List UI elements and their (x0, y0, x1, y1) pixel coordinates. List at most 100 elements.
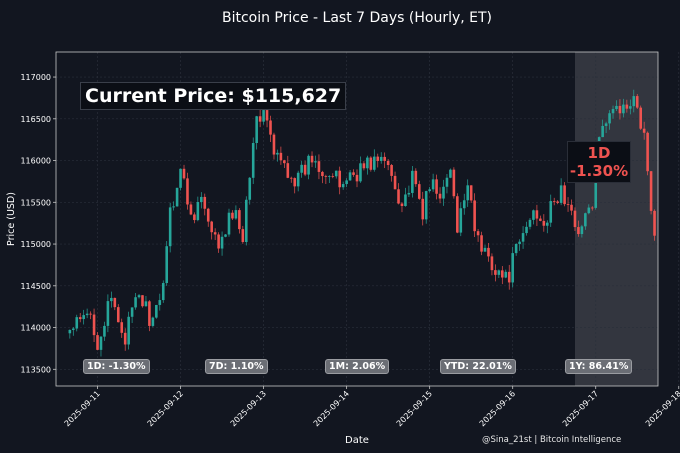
current-price-label: Current Price: $115,627 (80, 82, 347, 110)
y-tick-label: 114500 (20, 282, 51, 291)
candle-up (262, 110, 265, 122)
candle-up (348, 172, 352, 181)
candle-up (296, 172, 300, 187)
candle-up (521, 233, 525, 242)
candle-down (241, 229, 245, 242)
candle-down (539, 218, 542, 221)
candle-down (120, 322, 124, 333)
candle-up (255, 116, 258, 144)
candle-up (504, 271, 508, 278)
candle-down (642, 128, 646, 133)
candle-up (75, 317, 79, 329)
candle-down (573, 210, 577, 228)
candle-down (310, 155, 314, 163)
candle-up (407, 192, 411, 195)
candle-up (103, 325, 106, 337)
candle-down (331, 176, 335, 178)
candle-up (127, 316, 130, 345)
candle-up (459, 208, 463, 233)
candle-up (158, 300, 162, 305)
candle-up (580, 226, 584, 235)
candle-up (615, 105, 618, 110)
x-tick-label: 2025-09-16 (478, 389, 517, 428)
watermark: @Sina_21st | Bitcoin Intelligence (482, 435, 622, 445)
candle-up (68, 329, 72, 334)
candle-up (594, 168, 598, 208)
perf-badge-1m: 1M: 2.06% (325, 359, 390, 374)
candle-down (116, 307, 120, 323)
candle-up (234, 210, 238, 219)
candle-up (251, 143, 255, 178)
candle-up (248, 177, 252, 200)
candle-up (431, 179, 435, 190)
candle-down (577, 227, 580, 235)
candle-up (559, 185, 563, 203)
candle-up (545, 222, 549, 226)
daily-change-box: 1D -1.30% (567, 141, 631, 183)
y-tick-label: 116000 (20, 157, 51, 166)
candle-down (570, 204, 573, 211)
x-tick-label: 2025-09-18 (644, 389, 680, 428)
candle-up (345, 180, 348, 185)
x-tick-label: 2025-09-12 (146, 389, 185, 428)
candle-down (279, 152, 283, 161)
candle-up (497, 270, 501, 275)
candle-down (476, 231, 480, 236)
candle-down (452, 169, 456, 197)
x-tick-label: 2025-09-14 (312, 389, 351, 428)
candle-down (113, 297, 117, 308)
candle-down (206, 208, 210, 222)
candle-down (386, 160, 390, 166)
candle-down (369, 157, 373, 170)
x-tick-label: 2025-09-17 (561, 389, 600, 428)
candle-down (639, 107, 642, 129)
candle-up (328, 176, 331, 178)
y-tick-label: 115500 (20, 198, 51, 207)
chart-title: Bitcoin Price - Last 7 Days (Hourly, ET) (222, 10, 492, 26)
candle-down (362, 163, 366, 169)
plot-frame (55, 51, 659, 387)
candle-down (193, 214, 196, 221)
candle-down (393, 175, 397, 190)
candle-up (511, 253, 514, 283)
candle-down (303, 164, 307, 175)
candle-down (182, 168, 186, 179)
y-tick-label: 116500 (20, 115, 51, 124)
candle-up (179, 168, 182, 188)
candle-down (438, 193, 442, 199)
candle-up (411, 170, 414, 193)
candle-down (269, 120, 272, 135)
candle-down (293, 178, 297, 187)
candle-up (532, 210, 535, 220)
candle-down (456, 196, 459, 233)
candle-up (110, 297, 113, 302)
candle-down (186, 178, 189, 205)
candle-down (355, 174, 359, 182)
x-tick-label: 2025-09-11 (63, 389, 102, 428)
candle-down (390, 165, 393, 176)
change-value: -1.30% (569, 162, 629, 180)
candle-up (622, 104, 625, 114)
candle-up (168, 207, 172, 247)
candle-down (352, 172, 355, 175)
candle-up (428, 189, 431, 192)
candle-down (487, 247, 490, 257)
y-tick-label: 114000 (20, 324, 51, 333)
candle-down (289, 177, 293, 179)
candle-up (341, 184, 345, 188)
candle-up (134, 297, 137, 308)
candle-up (629, 106, 632, 109)
candle-down (417, 184, 421, 199)
candle-down (258, 116, 262, 122)
candle-down (397, 189, 400, 204)
candle-up (161, 283, 165, 301)
candle-down (566, 204, 570, 205)
candle-up (244, 199, 248, 242)
candle-up (314, 161, 317, 163)
candle-up (514, 243, 518, 254)
candle-up (300, 164, 303, 173)
y-tick-label: 117000 (20, 73, 51, 82)
candle-up (604, 123, 608, 126)
candle-up (373, 156, 376, 170)
candle-down (217, 234, 220, 249)
